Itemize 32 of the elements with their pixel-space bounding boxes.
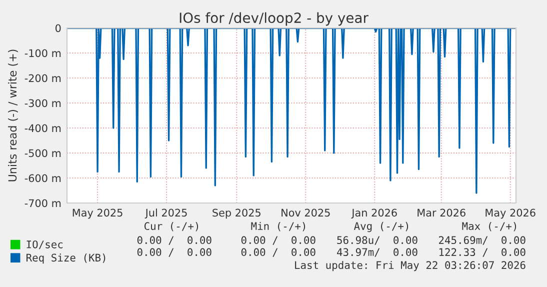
text: Last update: Fri May 22 03:26:07 2026 bbox=[295, 260, 526, 272]
x-tick-label: Sep 2025 bbox=[212, 208, 260, 219]
y-tick-label: -200 m bbox=[24, 74, 61, 82]
chart-title: IOs for /dev/loop2 - by year bbox=[180, 12, 368, 26]
x-tick-label: Mar 2026 bbox=[418, 208, 466, 217]
legend-label: Req Size (KB) bbox=[26, 254, 106, 264]
text: Cur (-/+) bbox=[144, 222, 198, 232]
y-tick-label: -100 m bbox=[24, 49, 61, 58]
text: Min (-/+) bbox=[251, 222, 306, 232]
y-tick-label: -700 m bbox=[24, 199, 61, 208]
text: Max (-/+) bbox=[462, 222, 516, 232]
y-tick-label: 0 bbox=[56, 24, 61, 32]
x-tick-label: May 2025 bbox=[72, 208, 122, 219]
legend-label: IO/sec bbox=[26, 240, 63, 250]
y-tick-label: -600 m bbox=[24, 174, 61, 182]
text: 0.00 / 0.00 bbox=[241, 236, 316, 245]
y-tick-label: -500 m bbox=[24, 149, 61, 158]
y-tick-label: -300 m bbox=[24, 99, 61, 108]
y-tick-label: -400 m bbox=[24, 124, 61, 132]
text: Avg (-/+) bbox=[354, 222, 408, 232]
text: 56.98u/ 0.00 bbox=[337, 236, 418, 245]
text: 122.33 / 0.00 bbox=[439, 248, 526, 257]
x-tick-label: Jul 2025 bbox=[144, 208, 187, 219]
x-tick-label: Nov 2025 bbox=[282, 208, 330, 217]
text: 43.97m/ 0.00 bbox=[336, 248, 418, 257]
text: 0.00 / 0.00 bbox=[137, 236, 212, 245]
text: 245.69m/ 0.00 bbox=[438, 236, 526, 245]
text: 0.00 / 0.00 bbox=[137, 248, 212, 257]
x-tick-label: May 2026 bbox=[486, 208, 536, 219]
x-tick-label: Jan 2026 bbox=[351, 208, 397, 219]
y-axis-title: Units read (-) / write (+) bbox=[8, 50, 18, 182]
text: 0.00 / 0.00 bbox=[241, 248, 316, 257]
